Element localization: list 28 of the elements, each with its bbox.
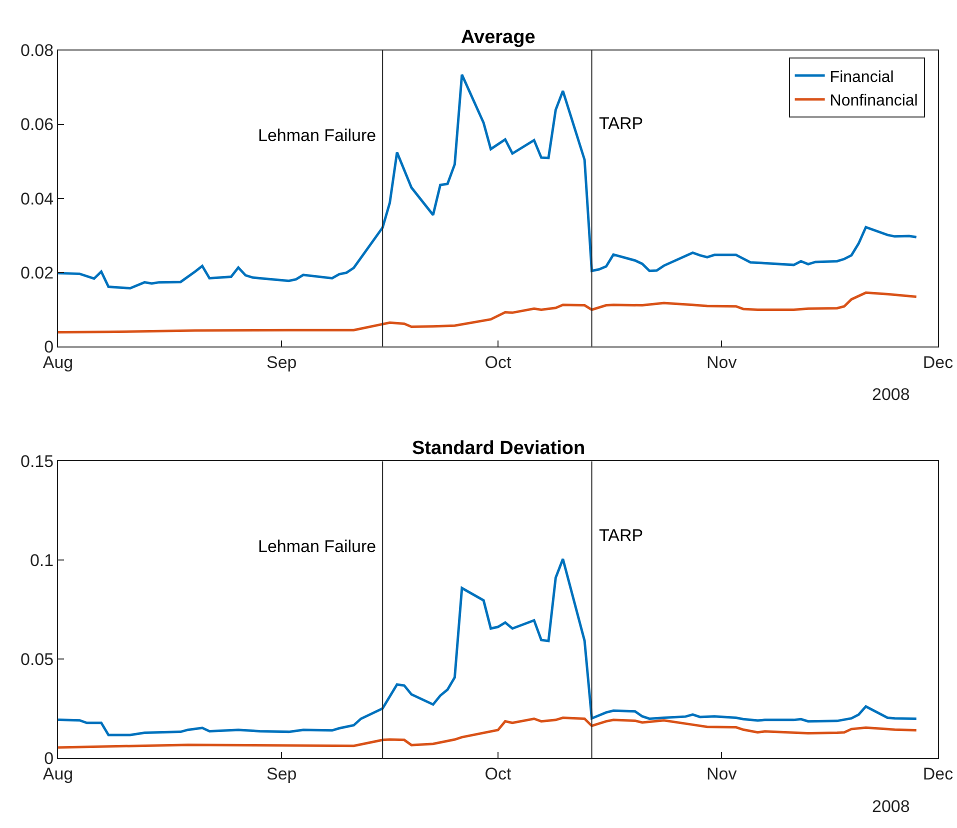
y-tick-label: 0.08 [20,41,54,60]
line-series [58,558,918,736]
x-tick-label: Nov [706,352,738,372]
ref-line-label: Lehman Failure [258,537,376,556]
x-tick-label: Dec [922,764,954,784]
x-tick-label: Oct [484,352,512,372]
x-tick-label: Sep [266,352,297,372]
legend-label: Nonfinancial [830,92,918,110]
ref-line-label: TARP [599,114,644,133]
y-tick-label: 0.06 [20,115,54,134]
line-series [58,716,918,749]
legend-label: Financial [830,68,894,86]
y-tick-label: 0.04 [20,189,54,208]
text: 2008 [872,797,910,816]
text: 2008 [872,385,910,404]
ref-line-label: TARP [599,526,644,545]
y-tick-label: 0.02 [20,263,54,282]
x-tick-label: Dec [922,352,954,372]
x-tick-label: Nov [706,764,738,784]
y-tick-label: 0.15 [20,452,54,472]
y-tick-label: 0.05 [20,650,54,670]
chart-title: Standard Deviation [412,438,586,459]
ref-line-label: Lehman Failure [258,126,376,145]
chart-title: Average [461,27,536,48]
line-series [58,291,918,334]
x-tick-label: Oct [484,764,512,784]
y-tick-label: 0.1 [30,551,54,570]
x-tick-label: Sep [266,764,297,784]
